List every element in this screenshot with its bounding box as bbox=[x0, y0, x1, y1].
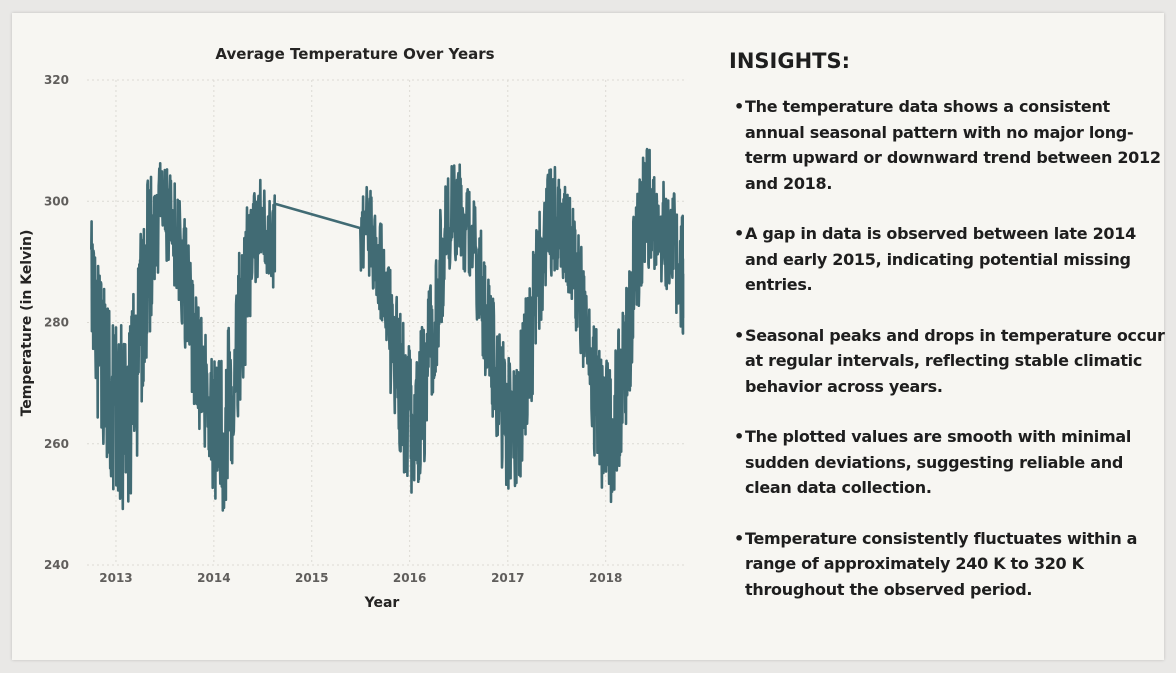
insight-text: The temperature data shows a consistent … bbox=[745, 97, 1161, 193]
y-tick-label: 320 bbox=[44, 73, 69, 87]
bullet-icon: • bbox=[734, 224, 744, 243]
insight-item: • The temperature data shows a consistent… bbox=[729, 94, 1169, 196]
x-tick-label: 2015 bbox=[295, 571, 328, 585]
insight-item: • A gap in data is observed between late … bbox=[729, 221, 1169, 298]
x-tick-label: 2013 bbox=[99, 571, 132, 585]
report-card: Average Temperature Over Years 240 260 280 3… bbox=[12, 13, 1165, 660]
insight-item: • The plotted values are smooth with mini… bbox=[729, 424, 1169, 501]
y-tick-label: 260 bbox=[44, 437, 69, 451]
bullet-icon: • bbox=[734, 427, 744, 446]
temperature-series-line bbox=[90, 147, 685, 512]
x-tick-label: 2016 bbox=[393, 571, 426, 585]
bullet-icon: • bbox=[734, 528, 744, 548]
insight-text: The plotted values are smooth with minim… bbox=[745, 427, 1132, 497]
y-tick-label: 240 bbox=[44, 558, 69, 572]
insights-panel: INSIGHTS: • The temperature data shows a … bbox=[729, 49, 1169, 627]
insight-item: • Seasonal peaks and drops in temperature… bbox=[729, 323, 1169, 400]
insights-list: • The temperature data shows a consistent… bbox=[729, 94, 1169, 602]
insight-item: • Temperature consistently fluctuates wit… bbox=[729, 526, 1169, 603]
y-tick-label: 300 bbox=[44, 194, 69, 208]
x-tick-label: 2018 bbox=[589, 571, 622, 585]
temperature-line-chart: Average Temperature Over Years 240 260 280 3… bbox=[19, 45, 685, 611]
y-axis-title: Temperature (in Kelvin) bbox=[19, 230, 35, 417]
insights-title: INSIGHTS: bbox=[729, 49, 850, 73]
bullet-icon: • bbox=[734, 325, 744, 345]
x-axis-title: Year bbox=[364, 595, 400, 611]
bullet-icon: • bbox=[734, 97, 744, 116]
insight-text: Seasonal peaks and drops in temperature … bbox=[745, 325, 1165, 396]
chart-title: Average Temperature Over Years bbox=[215, 45, 494, 63]
insight-text: Temperature consistently fluctuates with… bbox=[745, 528, 1138, 599]
insight-text: A gap in data is observed between late 2… bbox=[745, 224, 1136, 294]
x-tick-label: 2017 bbox=[491, 571, 524, 585]
x-tick-label: 2014 bbox=[197, 571, 230, 585]
y-tick-label: 280 bbox=[44, 316, 69, 330]
